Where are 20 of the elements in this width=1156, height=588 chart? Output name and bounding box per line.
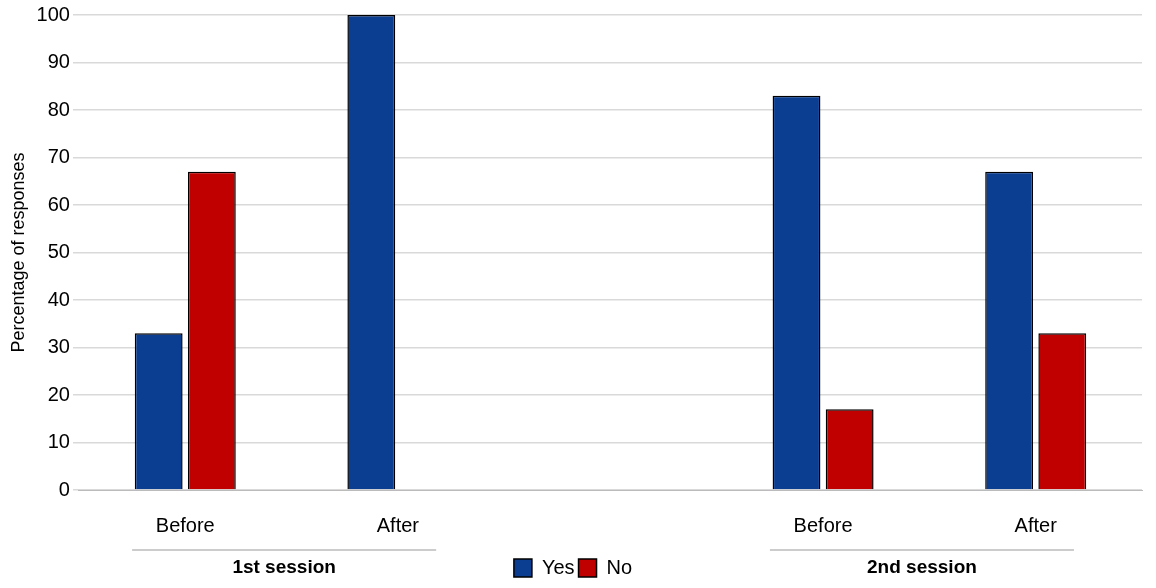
text: 1st session bbox=[232, 556, 336, 578]
x-tick-label: Before bbox=[155, 513, 215, 536]
y-tick-label: 60 bbox=[47, 192, 70, 215]
y-tick-label: 70 bbox=[47, 145, 70, 168]
x-tick-label: After bbox=[376, 513, 420, 536]
y-tick-label: 80 bbox=[47, 97, 70, 120]
y-tick-label: 0 bbox=[58, 477, 70, 500]
y-tick-label: 10 bbox=[47, 430, 70, 453]
y-tick-label: 30 bbox=[47, 335, 70, 358]
x-tick-label: After bbox=[1014, 513, 1058, 536]
y-tick-label: 100 bbox=[36, 2, 70, 25]
y-tick-label: 90 bbox=[47, 50, 70, 73]
y-axis-title: Percentage of responses bbox=[7, 152, 28, 353]
y-tick-label: 20 bbox=[47, 382, 70, 405]
legend-label: No bbox=[606, 555, 633, 578]
legend-label: Yes bbox=[541, 555, 575, 578]
x-tick-label: Before bbox=[793, 513, 853, 536]
y-tick-label: 50 bbox=[47, 240, 70, 263]
text: 2nd session bbox=[867, 556, 977, 578]
y-tick-label: 40 bbox=[47, 287, 70, 310]
